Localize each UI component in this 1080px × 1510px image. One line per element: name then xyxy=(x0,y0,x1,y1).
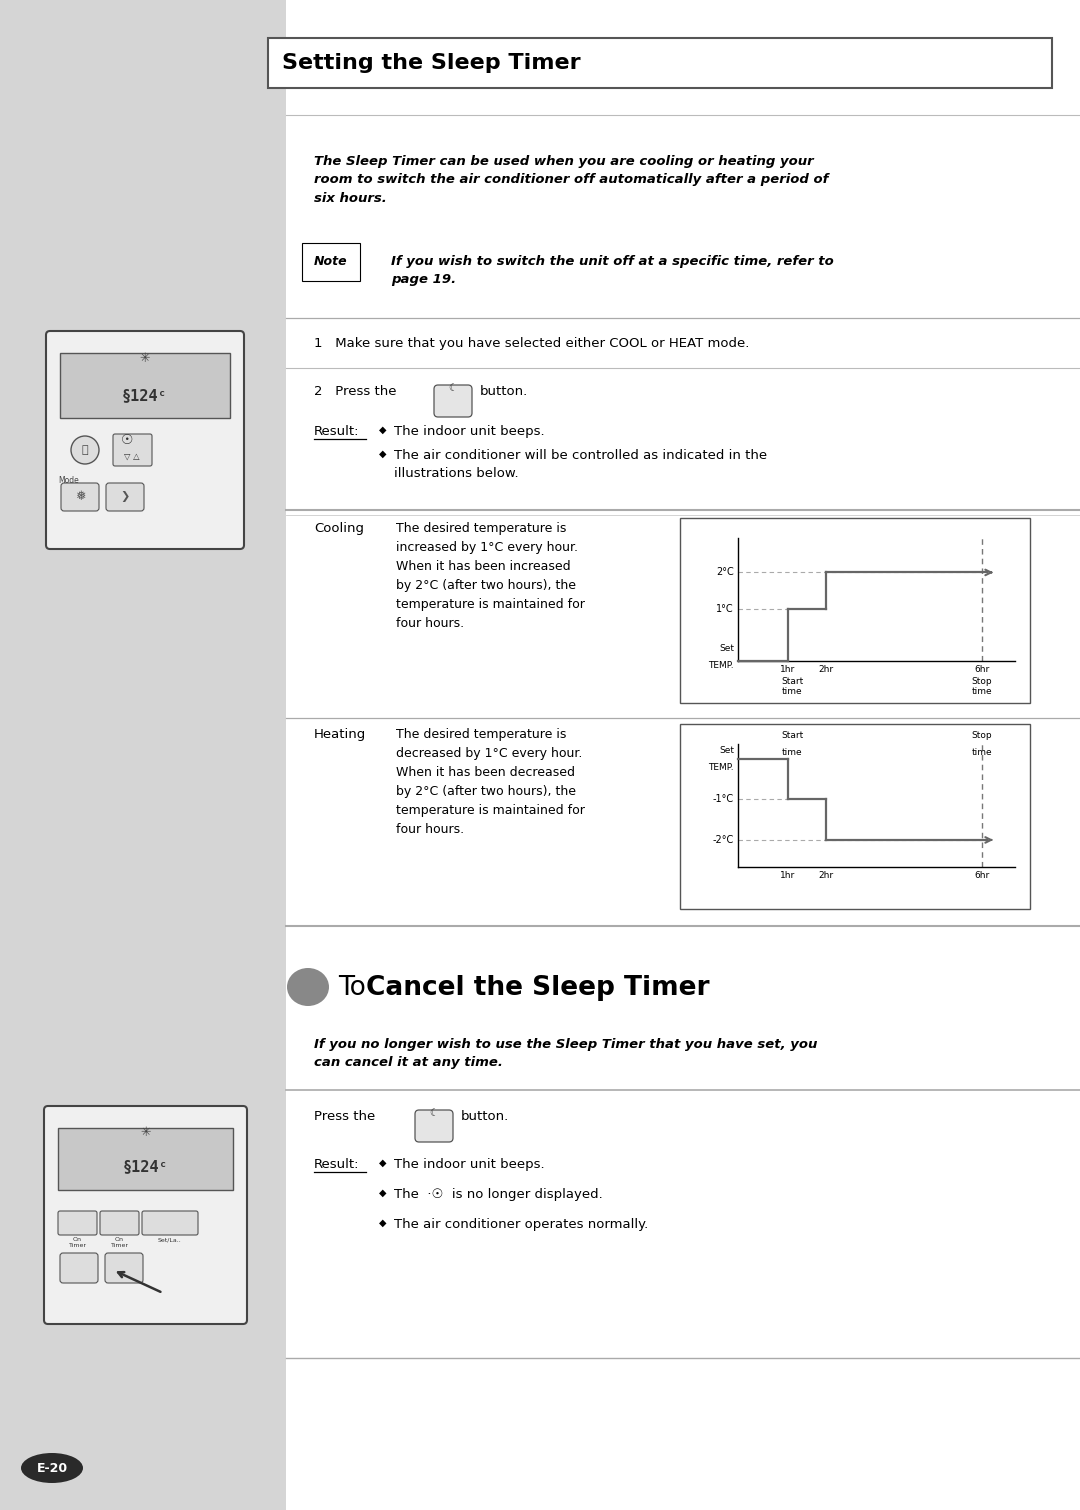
Text: 2hr: 2hr xyxy=(819,871,834,880)
Text: Start: Start xyxy=(781,731,804,740)
Bar xyxy=(680,723,1030,909)
Text: ❯: ❯ xyxy=(120,491,130,503)
FancyBboxPatch shape xyxy=(141,1211,198,1235)
Text: -1°C: -1°C xyxy=(713,794,734,805)
Text: Heating: Heating xyxy=(314,728,366,741)
Text: time: time xyxy=(782,747,802,757)
Text: If you no longer wish to use the Sleep Timer that you have set, you
can cancel i: If you no longer wish to use the Sleep T… xyxy=(314,1037,818,1069)
Text: time: time xyxy=(972,687,993,696)
Text: Result:: Result: xyxy=(314,424,360,438)
Bar xyxy=(680,518,1030,704)
Text: The indoor unit beeps.: The indoor unit beeps. xyxy=(394,1158,544,1170)
Text: ◆: ◆ xyxy=(379,424,387,435)
Text: Stop: Stop xyxy=(972,676,993,686)
Text: Press the: Press the xyxy=(314,1110,375,1123)
FancyBboxPatch shape xyxy=(100,1211,139,1235)
Text: ❅: ❅ xyxy=(75,491,85,503)
Text: The air conditioner operates normally.: The air conditioner operates normally. xyxy=(394,1219,648,1231)
Text: Note: Note xyxy=(314,255,348,267)
Text: Set: Set xyxy=(719,746,734,755)
Text: 2   Press the: 2 Press the xyxy=(314,385,396,399)
Text: ☉: ☉ xyxy=(121,433,133,447)
Text: ✳: ✳ xyxy=(139,352,150,365)
Text: ☾: ☾ xyxy=(448,384,457,393)
Text: Set/La..: Set/La.. xyxy=(158,1237,181,1243)
Text: The  ·☉  is no longer displayed.: The ·☉ is no longer displayed. xyxy=(394,1188,603,1200)
Text: 1hr: 1hr xyxy=(781,664,796,673)
Text: Stop: Stop xyxy=(972,731,993,740)
Text: time: time xyxy=(972,747,993,757)
Text: ☾: ☾ xyxy=(430,1108,438,1117)
Text: If you wish to switch the unit off at a specific time, refer to
page 19.: If you wish to switch the unit off at a … xyxy=(391,255,834,285)
Text: §124ᶜ: §124ᶜ xyxy=(123,1160,168,1175)
Text: On
Timer: On Timer xyxy=(110,1237,129,1247)
Text: 1hr: 1hr xyxy=(781,871,796,880)
Text: Setting the Sleep Timer: Setting the Sleep Timer xyxy=(282,53,581,72)
Text: E-20: E-20 xyxy=(37,1462,68,1474)
Text: ◆: ◆ xyxy=(379,1188,387,1197)
Text: Start: Start xyxy=(781,676,804,686)
Text: TEMP.: TEMP. xyxy=(708,763,734,772)
Text: 2°C: 2°C xyxy=(716,568,734,577)
Text: Cancel the Sleep Timer: Cancel the Sleep Timer xyxy=(366,975,710,1001)
Text: TEMP.: TEMP. xyxy=(708,661,734,670)
FancyBboxPatch shape xyxy=(58,1211,97,1235)
Text: The desired temperature is
increased by 1°C every hour.
When it has been increas: The desired temperature is increased by … xyxy=(396,522,585,630)
Text: 6hr: 6hr xyxy=(974,664,989,673)
Text: ◆: ◆ xyxy=(379,448,387,459)
Ellipse shape xyxy=(287,968,329,1006)
Text: Result:: Result: xyxy=(314,1158,360,1170)
FancyBboxPatch shape xyxy=(44,1105,247,1324)
Text: 1°C: 1°C xyxy=(716,604,734,615)
Text: On
Timer: On Timer xyxy=(68,1237,86,1247)
FancyBboxPatch shape xyxy=(46,331,244,550)
Text: button.: button. xyxy=(461,1110,510,1123)
FancyBboxPatch shape xyxy=(60,1253,98,1284)
Text: The indoor unit beeps.: The indoor unit beeps. xyxy=(394,424,544,438)
Circle shape xyxy=(71,436,99,464)
Bar xyxy=(58,1128,233,1190)
Text: ◆: ◆ xyxy=(379,1219,387,1228)
FancyBboxPatch shape xyxy=(106,483,144,510)
Text: §124ᶜ: §124ᶜ xyxy=(122,388,167,403)
Text: ◆: ◆ xyxy=(379,1158,387,1169)
Text: The Sleep Timer can be used when you are cooling or heating your
room to switch : The Sleep Timer can be used when you are… xyxy=(314,156,828,205)
FancyBboxPatch shape xyxy=(105,1253,143,1284)
Text: The desired temperature is
decreased by 1°C every hour.
When it has been decreas: The desired temperature is decreased by … xyxy=(396,728,585,837)
Text: 6hr: 6hr xyxy=(974,871,989,880)
Bar xyxy=(268,38,1052,88)
FancyBboxPatch shape xyxy=(60,483,99,510)
Ellipse shape xyxy=(21,1453,83,1483)
FancyBboxPatch shape xyxy=(415,1110,453,1142)
Text: Cooling: Cooling xyxy=(314,522,364,535)
Text: button.: button. xyxy=(480,385,528,399)
Bar xyxy=(60,353,230,418)
Text: 2hr: 2hr xyxy=(819,664,834,673)
FancyBboxPatch shape xyxy=(113,433,152,467)
Text: -2°C: -2°C xyxy=(713,835,734,846)
Text: The air conditioner will be controlled as indicated in the
illustrations below.: The air conditioner will be controlled a… xyxy=(394,448,767,480)
Text: Set: Set xyxy=(719,643,734,652)
Text: time: time xyxy=(782,687,802,696)
Text: 1   Make sure that you have selected either COOL or HEAT mode.: 1 Make sure that you have selected eithe… xyxy=(314,337,750,350)
Text: ▽ △: ▽ △ xyxy=(124,451,139,461)
FancyBboxPatch shape xyxy=(434,385,472,417)
Text: ⏻: ⏻ xyxy=(82,445,89,455)
Text: Mode: Mode xyxy=(58,476,79,485)
Text: To: To xyxy=(338,975,375,1001)
Text: ✳: ✳ xyxy=(140,1126,151,1140)
Bar xyxy=(286,0,1080,1510)
